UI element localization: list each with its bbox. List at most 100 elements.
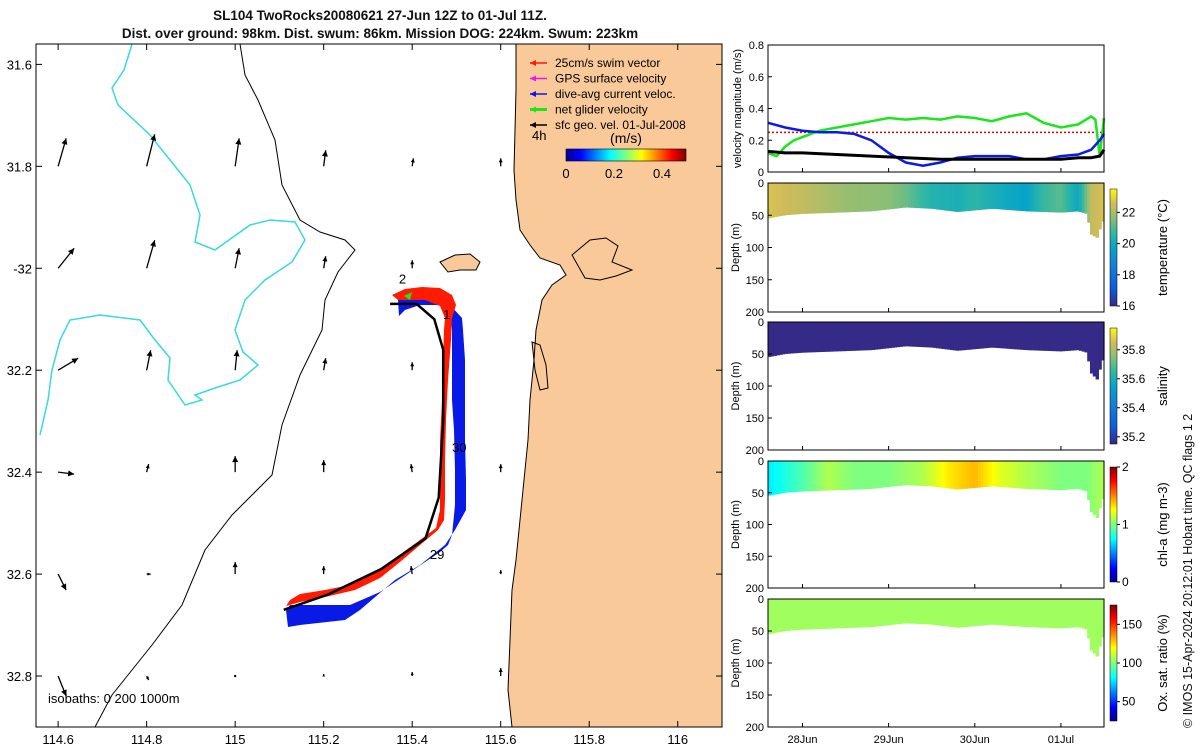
map-x-tick-label: 114.6 bbox=[42, 732, 74, 747]
profile-data-column bbox=[950, 461, 954, 489]
profile-data-column bbox=[1073, 461, 1077, 490]
map-panel: 2 1 30 29 114.6 114.8 115 115.2 115.4 115.6 115.8… bbox=[7, 43, 723, 747]
profile-data-column bbox=[1101, 599, 1105, 638]
profile-data-column bbox=[874, 183, 878, 211]
profile-data-column bbox=[964, 322, 968, 351]
profile-data-column bbox=[910, 461, 915, 486]
profile-data-column bbox=[1000, 183, 1004, 210]
geo-vector-arrow bbox=[57, 675, 67, 697]
profile-data-column bbox=[1008, 461, 1013, 488]
profile-data-column bbox=[891, 599, 895, 625]
profile-data-column bbox=[812, 183, 817, 214]
profile-data-column bbox=[840, 183, 845, 213]
profile-data-column bbox=[919, 461, 923, 486]
geo-vector-field bbox=[57, 134, 503, 697]
geo-vector-arrow bbox=[322, 256, 328, 269]
profile-data-column bbox=[1017, 461, 1021, 489]
isobath-0m bbox=[507, 44, 567, 727]
profile-data-column bbox=[1070, 461, 1074, 490]
profile-data-column bbox=[1090, 599, 1094, 651]
profile-data-column bbox=[1092, 461, 1097, 516]
profile-data-column bbox=[779, 183, 783, 217]
velocity-y-axis-label: velocity magnitude (m/s) bbox=[732, 49, 744, 168]
profile-data-column bbox=[1039, 599, 1043, 628]
profile-data-column bbox=[947, 599, 951, 627]
profile-data-column bbox=[849, 183, 853, 213]
geo-vector-head bbox=[235, 138, 242, 145]
copyright-note: © IMOS 15-Apr-2024 20:12:01 Hobart time.… bbox=[1181, 413, 1195, 728]
profile-data-column bbox=[843, 461, 847, 490]
profile-data-column bbox=[1090, 461, 1094, 513]
profile-data-column bbox=[933, 322, 937, 348]
profile-data-column bbox=[1078, 461, 1083, 490]
geo-vector-arrow bbox=[146, 350, 153, 371]
profile-data-column bbox=[885, 599, 889, 626]
profile-data-column bbox=[871, 183, 875, 212]
profile-data-column bbox=[958, 461, 962, 490]
profile-data-column bbox=[1025, 183, 1029, 212]
profile-data-column bbox=[888, 461, 892, 487]
chart-title-line-2: Dist. over ground: 98km. Dist. swum: 86k… bbox=[121, 26, 639, 41]
legend-label: net glider velocity bbox=[555, 103, 648, 117]
track-day-label: 29 bbox=[430, 547, 444, 562]
depth-tick-label: 50 bbox=[752, 210, 764, 222]
profile-data-column bbox=[801, 599, 805, 630]
geo-vector-arrow bbox=[57, 573, 67, 591]
profile-data-column bbox=[1011, 322, 1015, 350]
profile-data-column bbox=[1067, 183, 1071, 213]
profile-data-column bbox=[1048, 599, 1052, 629]
profile-data-column bbox=[964, 461, 968, 489]
profile-data-column bbox=[770, 461, 775, 496]
profile-data-column bbox=[944, 599, 948, 627]
profile-data-column bbox=[773, 183, 777, 218]
profile-data-column bbox=[955, 461, 959, 490]
profile-data-column bbox=[1003, 461, 1007, 488]
coastal-inlet bbox=[571, 237, 634, 281]
profile-data-column bbox=[888, 322, 892, 349]
profile-data-column bbox=[1000, 599, 1004, 626]
map-x-tick-label: 116 bbox=[667, 732, 688, 747]
profile-data-column bbox=[902, 322, 906, 347]
profile-data-column bbox=[826, 461, 831, 491]
profile-data-column bbox=[1014, 599, 1018, 627]
geo-vector-head bbox=[409, 464, 414, 469]
profile-data-column bbox=[1011, 461, 1015, 488]
profile-data-column bbox=[835, 599, 839, 629]
profile-data-column bbox=[1081, 322, 1085, 352]
profile-data-column bbox=[902, 183, 906, 208]
net-velocity-marker bbox=[404, 292, 412, 300]
profile-data-column bbox=[815, 183, 819, 214]
profile-data-column bbox=[922, 599, 926, 625]
profile-data-column bbox=[787, 183, 791, 215]
velocity-y-tick-label: 0.8 bbox=[749, 40, 764, 52]
profile-data-column bbox=[997, 461, 1001, 487]
depth-tick-label: 50 bbox=[752, 488, 764, 500]
profile-data-column bbox=[860, 599, 864, 628]
profile-data-column bbox=[854, 599, 859, 628]
profile-data-column bbox=[818, 599, 822, 630]
time-series-panels: 0 0.2 0.4 0.6 0.8 velocity magnitude (m/s) 0 50… bbox=[730, 40, 1170, 746]
profile-data-column bbox=[941, 183, 945, 211]
profile-data-column bbox=[1070, 183, 1074, 212]
profile-data-column bbox=[1036, 461, 1041, 490]
profile-data-column bbox=[896, 461, 901, 486]
profile-colorbar-tick-label: 1 bbox=[1122, 518, 1129, 532]
profile-data-column bbox=[986, 322, 990, 348]
depth-tick-label: 0 bbox=[758, 456, 764, 468]
profile-data-column bbox=[1036, 183, 1041, 212]
profile-data-column bbox=[877, 461, 881, 489]
profile-data-column bbox=[952, 461, 957, 490]
profile-data-column bbox=[1006, 183, 1010, 210]
profile-data-column bbox=[821, 183, 825, 214]
profile-data-column bbox=[1084, 322, 1088, 353]
profile-data-column bbox=[1059, 461, 1063, 491]
map-y-tick-label: 32.6 bbox=[7, 567, 32, 582]
profile-data-column bbox=[950, 599, 954, 628]
speed-colorbar-tick-label: 0 bbox=[562, 166, 569, 181]
profile-data-column bbox=[958, 322, 962, 351]
geo-vector-arrow bbox=[234, 138, 242, 167]
profile-data-column bbox=[863, 461, 867, 490]
profile-data-column bbox=[896, 322, 901, 348]
profile-data-column bbox=[992, 183, 996, 209]
profile-data-column bbox=[832, 183, 836, 213]
